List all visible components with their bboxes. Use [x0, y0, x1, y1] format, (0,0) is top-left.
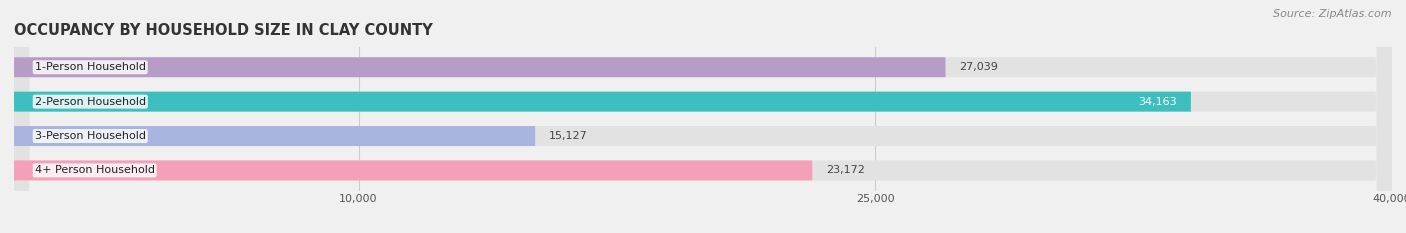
- Text: 23,172: 23,172: [827, 165, 865, 175]
- FancyBboxPatch shape: [14, 57, 945, 77]
- Text: 3-Person Household: 3-Person Household: [35, 131, 146, 141]
- Text: OCCUPANCY BY HOUSEHOLD SIZE IN CLAY COUNTY: OCCUPANCY BY HOUSEHOLD SIZE IN CLAY COUN…: [14, 24, 433, 38]
- FancyBboxPatch shape: [14, 0, 1392, 233]
- Text: 15,127: 15,127: [548, 131, 588, 141]
- Text: 4+ Person Household: 4+ Person Household: [35, 165, 155, 175]
- FancyBboxPatch shape: [14, 161, 813, 180]
- Text: 34,163: 34,163: [1139, 97, 1177, 107]
- Text: 2-Person Household: 2-Person Household: [35, 97, 146, 107]
- FancyBboxPatch shape: [14, 0, 1392, 233]
- FancyBboxPatch shape: [14, 92, 1191, 112]
- Text: 1-Person Household: 1-Person Household: [35, 62, 146, 72]
- FancyBboxPatch shape: [14, 126, 536, 146]
- FancyBboxPatch shape: [14, 0, 1392, 233]
- Text: Source: ZipAtlas.com: Source: ZipAtlas.com: [1274, 9, 1392, 19]
- Text: 27,039: 27,039: [959, 62, 998, 72]
- FancyBboxPatch shape: [14, 0, 1392, 233]
